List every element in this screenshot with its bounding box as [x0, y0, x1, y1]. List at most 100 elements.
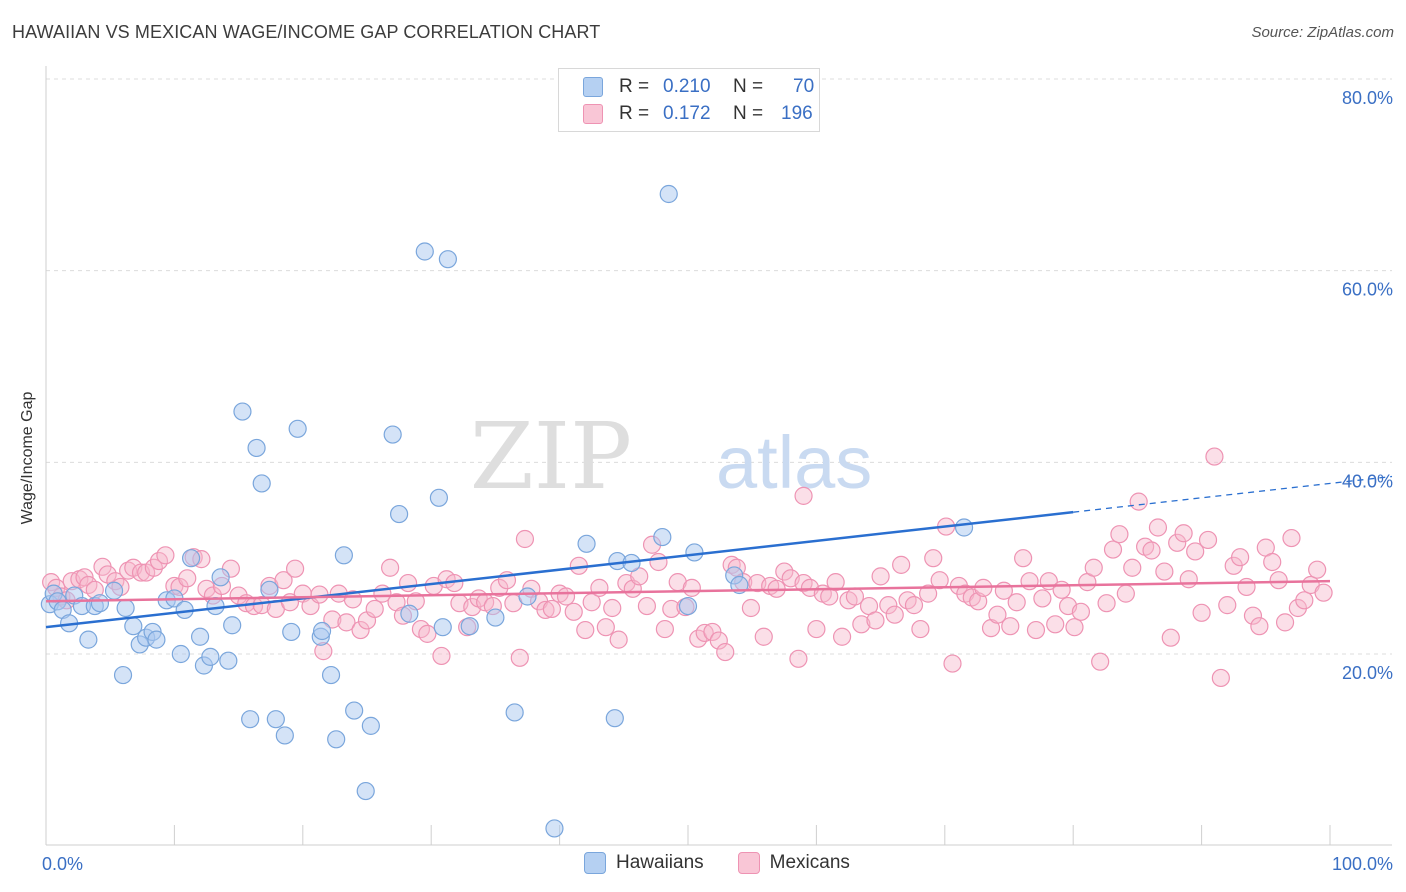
mexican-point — [1129, 492, 1148, 511]
mexican-point — [1237, 577, 1256, 597]
hawaiian-point — [505, 703, 524, 722]
mexican-point — [1123, 558, 1142, 577]
hawaiian-point — [321, 665, 341, 685]
series-legend: Hawaiians Mexicans — [584, 852, 884, 874]
mexican-point — [1155, 562, 1174, 581]
mexican-point — [1211, 668, 1230, 688]
hawaiian-point — [433, 618, 452, 637]
hawaiian-point — [219, 651, 238, 670]
hawaiian-point — [147, 630, 166, 649]
legend-item-hawaiians: Hawaiians — [584, 852, 704, 874]
hawaiian-point — [90, 594, 110, 613]
mexican-point — [807, 619, 826, 639]
mexican-point — [365, 599, 384, 619]
mexican-point — [904, 596, 924, 615]
watermark: ZIP atlas — [470, 403, 872, 510]
mexican-point — [1148, 518, 1168, 537]
mexican-point — [432, 646, 451, 666]
hawaiians-legend-swatch — [584, 852, 606, 874]
mexican-point — [229, 586, 248, 605]
mexican-point — [1192, 603, 1211, 622]
mexican-point — [337, 613, 356, 632]
mexican-point — [741, 598, 761, 618]
grid-lines — [46, 78, 1392, 655]
mexican-point — [1198, 530, 1218, 550]
mexican-point — [1205, 447, 1224, 466]
y-tick-label: 20.0% — [1342, 663, 1393, 683]
hawaiians-trend-line — [45, 510, 1074, 629]
mexican-point — [943, 654, 962, 673]
mexican-point — [1174, 524, 1193, 543]
mexican-point — [709, 631, 728, 650]
mexican-point — [418, 624, 437, 643]
mexican-point — [649, 552, 668, 572]
mexican-point — [197, 579, 216, 598]
hawaiian-point — [79, 630, 98, 649]
hawaiian-point — [116, 598, 135, 618]
mexican-point — [832, 627, 852, 646]
mexican-point — [852, 615, 871, 634]
mexican-point — [609, 630, 628, 649]
hawaiian-point — [206, 596, 225, 616]
r-label: R = — [619, 76, 650, 97]
mexican-point — [310, 585, 329, 604]
mexican-point — [1275, 613, 1295, 632]
mexican-point — [879, 596, 898, 615]
hawaiian-point — [653, 527, 672, 547]
mexican-point — [911, 619, 930, 639]
watermark-zip: ZIP — [470, 403, 632, 510]
y-tick-label: 60.0% — [1342, 280, 1393, 300]
y-tick-label: 80.0% — [1342, 88, 1393, 108]
hawaiian-point — [545, 819, 564, 838]
stats-legend: R = 0.210 N = 70 R = 0.172 N = 196 — [558, 68, 820, 132]
hawaiian-point — [345, 701, 364, 720]
mexican-point — [564, 602, 583, 621]
hawaiian-point — [211, 568, 230, 587]
hawaiian-point — [252, 474, 271, 493]
mexican-point — [1243, 606, 1263, 625]
mexican-point — [1282, 528, 1301, 548]
n-label: N = — [733, 103, 764, 124]
source-label: Source: ZipAtlas.com — [1251, 24, 1394, 41]
mexican-point — [510, 648, 529, 667]
mexican-point — [1110, 525, 1129, 544]
hawaiian-point — [361, 716, 380, 735]
mexican-point — [1295, 591, 1314, 610]
n-value: 70 — [793, 76, 815, 97]
mexican-point — [789, 649, 808, 668]
mexican-point — [596, 618, 615, 637]
hawaiian-point — [104, 581, 124, 600]
hawaiian-point — [954, 518, 974, 537]
mexican-point — [1065, 618, 1084, 637]
mexican-point — [536, 600, 555, 620]
hawaiian-point — [460, 617, 479, 636]
mexicans-points — [42, 447, 1333, 688]
mexican-point — [871, 567, 890, 586]
mexican-point — [1250, 617, 1269, 636]
mexican-point — [1052, 580, 1071, 599]
mexican-point — [1314, 583, 1333, 602]
mexican-point — [351, 620, 370, 640]
mexican-point — [515, 529, 535, 549]
hawaiian-point — [223, 616, 242, 635]
mexican-point — [1001, 617, 1020, 636]
hawaiian-point — [429, 488, 449, 507]
hawaiian-point — [334, 546, 353, 565]
hawaiian-point — [685, 543, 704, 562]
mexicans-legend-label: Mexicans — [769, 852, 850, 873]
mexican-point — [178, 569, 197, 588]
hawaiian-point — [312, 621, 332, 641]
mexican-point — [285, 559, 305, 578]
mexican-point — [930, 571, 949, 590]
mexican-point — [1084, 558, 1103, 577]
trend-lines — [45, 475, 1393, 629]
hawaiian-point — [659, 184, 678, 204]
mexican-point — [381, 558, 400, 577]
mexican-point — [754, 627, 773, 646]
mexican-point — [1033, 589, 1052, 608]
mexican-point — [919, 584, 938, 603]
hawaiian-point — [266, 710, 285, 729]
hawaiian-point — [275, 726, 294, 745]
mexican-point — [1071, 602, 1091, 621]
mexican-point — [1161, 628, 1180, 647]
